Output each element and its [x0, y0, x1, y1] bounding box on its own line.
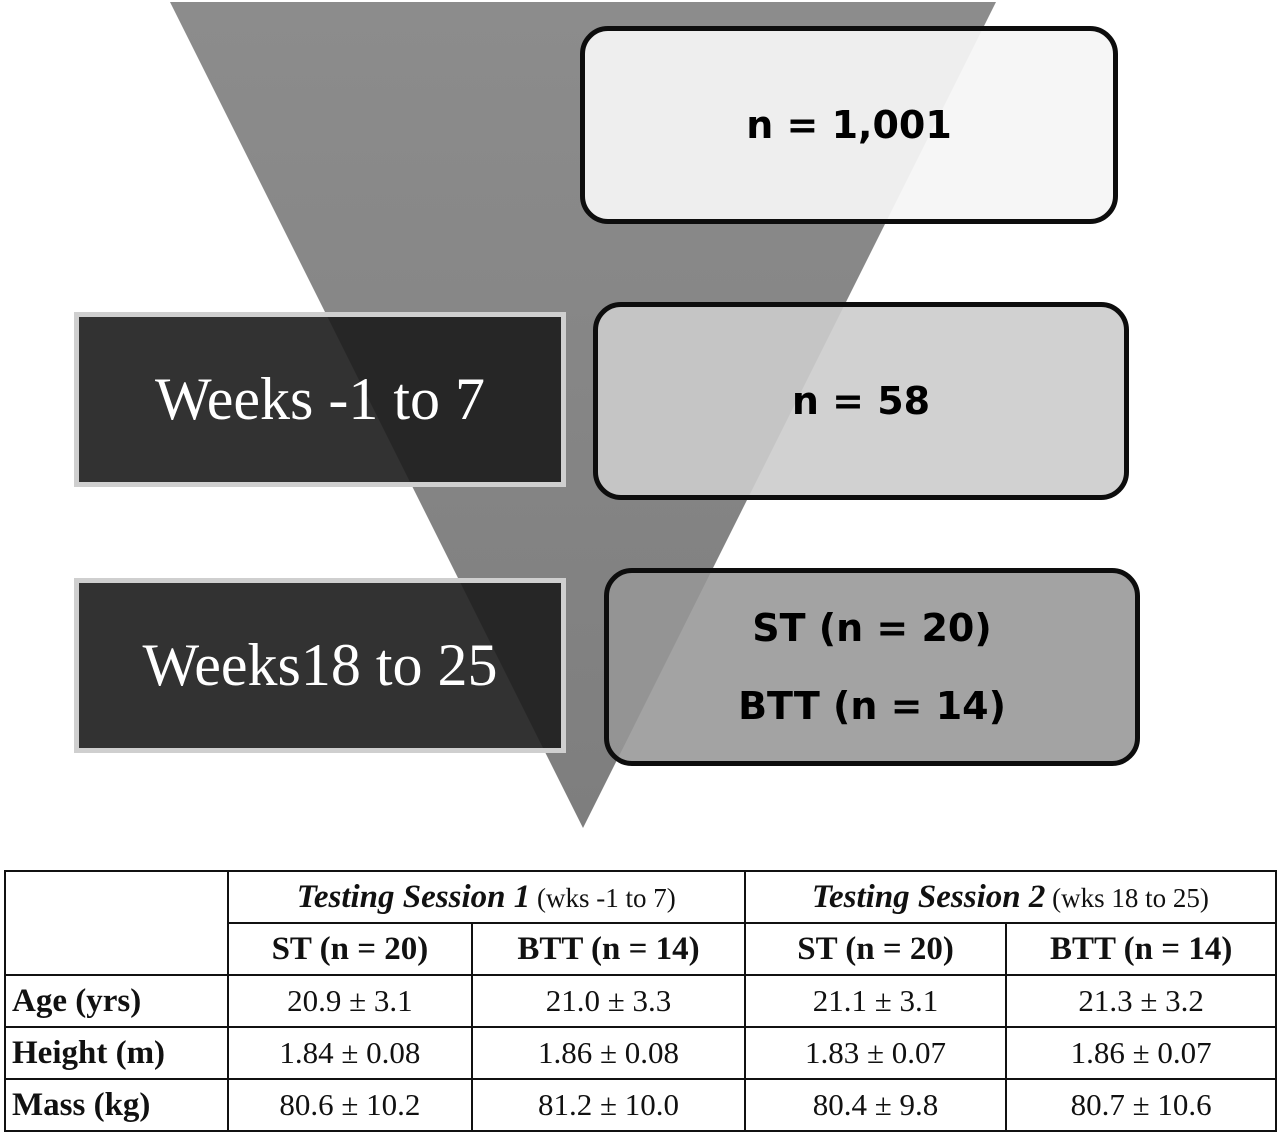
session-1-subtitle: (wks -1 to 7) — [530, 882, 676, 913]
column-header: BTT (n = 14) — [1005, 922, 1277, 976]
count-st-label: ST (n = 20) — [752, 606, 992, 650]
table-cell: 1.86 ± 0.07 — [1005, 1026, 1277, 1080]
demographics-table: Testing Session 1 (wks -1 to 7) Testing … — [4, 870, 1278, 1132]
table-header-row-groups: ST (n = 20) BTT (n = 14) ST (n = 20) BTT… — [5, 922, 1277, 976]
table-cell: 1.84 ± 0.08 — [226, 1026, 474, 1080]
table-cell: 21.0 ± 3.3 — [471, 974, 746, 1028]
row-label: Age (yrs) — [4, 974, 229, 1028]
row-label: Mass (kg) — [4, 1078, 229, 1132]
table-cell: 1.83 ± 0.07 — [743, 1026, 1008, 1080]
count-box-total: n = 1,001 — [580, 26, 1118, 224]
count-box-groups: ST (n = 20) BTT (n = 14) — [604, 568, 1140, 766]
weeks-second-label: Weeks18 to 25 — [142, 632, 498, 698]
table-cell: 1.86 ± 0.08 — [471, 1026, 746, 1080]
session-1-title: Testing Session 1 — [296, 878, 531, 915]
table-cell: 80.4 ± 9.8 — [743, 1078, 1008, 1132]
table-row: Mass (kg) 80.6 ± 10.2 81.2 ± 10.0 80.4 ±… — [4, 1078, 1277, 1132]
count-total-label: n = 1,001 — [746, 103, 952, 147]
column-header: ST (n = 20) — [226, 922, 474, 976]
table-cell: 81.2 ± 10.0 — [471, 1078, 746, 1132]
session-1-header: Testing Session 1 (wks -1 to 7) — [226, 870, 746, 924]
table-cell: 21.3 ± 3.2 — [1005, 974, 1277, 1028]
table-cell: 80.6 ± 10.2 — [226, 1078, 474, 1132]
column-header: BTT (n = 14) — [471, 922, 746, 976]
weeks-box-first: Weeks -1 to 7 — [74, 312, 566, 487]
session-2-header: Testing Session 2 (wks 18 to 25) — [743, 870, 1278, 924]
table-row: Height (m) 1.84 ± 0.08 1.86 ± 0.08 1.83 … — [4, 1026, 1277, 1080]
count-enrolled-label: n = 58 — [791, 379, 931, 423]
table-corner-cell — [4, 870, 229, 976]
row-label: Height (m) — [4, 1026, 229, 1080]
count-box-enrolled: n = 58 — [593, 302, 1129, 500]
weeks-box-second: Weeks18 to 25 — [74, 578, 566, 753]
weeks-first-label: Weeks -1 to 7 — [154, 366, 486, 432]
table-header-row-sessions: Testing Session 1 (wks -1 to 7) Testing … — [4, 870, 1278, 976]
table-cell: 21.1 ± 3.1 — [743, 974, 1008, 1028]
count-btt-label: BTT (n = 14) — [738, 684, 1006, 728]
table-row: Age (yrs) 20.9 ± 3.1 21.0 ± 3.3 21.1 ± 3… — [4, 974, 1277, 1028]
session-2-title: Testing Session 2 — [811, 878, 1046, 915]
table-cell: 20.9 ± 3.1 — [226, 974, 474, 1028]
table-cell: 80.7 ± 10.6 — [1005, 1078, 1277, 1132]
session-2-subtitle: (wks 18 to 25) — [1045, 882, 1209, 913]
column-header: ST (n = 20) — [743, 922, 1008, 976]
